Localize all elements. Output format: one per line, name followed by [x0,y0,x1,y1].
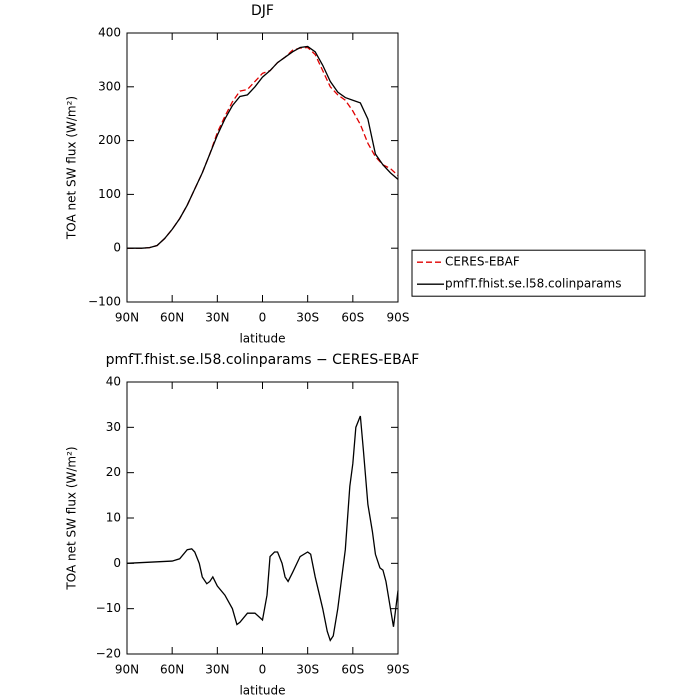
y-tick-label: 200 [98,133,121,147]
x-tick-label: 60N [160,663,184,677]
chart-title: DJF [251,3,274,19]
y-tick-label: 20 [106,465,121,479]
y-tick-label: 40 [106,375,121,389]
x-tick-label: 90N [115,663,139,677]
y-tick-label: 30 [106,420,121,434]
y-tick-label: 300 [98,79,121,93]
plot-frame [126,381,399,655]
y-tick-label: 0 [113,241,121,255]
x-axis-label: latitude [239,684,285,698]
legend-label: pmfT.fhist.se.l58.colinparams [445,277,621,291]
x-tick-label: 90N [115,311,139,325]
x-tick-label: 90S [387,663,410,677]
plot-frame [126,32,399,303]
chart-title: pmfT.fhist.se.l58.colinparams − CERES-EB… [106,352,420,368]
data-line [127,45,399,249]
y-tick-label: −20 [96,647,121,661]
x-tick-label: 60N [160,311,184,325]
legend-label: CERES-EBAF [445,255,520,269]
x-tick-label: 0 [259,311,267,325]
legend-box [411,249,646,297]
x-tick-label: 60S [341,663,364,677]
x-tick-label: 30S [296,663,319,677]
y-axis-label: TOA net SW flux (W/m²) [65,96,79,240]
y-tick-label: 0 [113,556,121,570]
y-tick-label: 10 [106,511,121,525]
x-tick-label: 30N [205,311,229,325]
y-tick-label: 100 [98,187,121,201]
x-tick-label: 0 [259,663,267,677]
y-tick-label: −10 [96,601,121,615]
y-tick-label: 400 [98,26,121,40]
x-tick-label: 90S [387,311,410,325]
x-tick-label: 30N [205,663,229,677]
y-tick-label: −100 [88,295,121,309]
data-line [127,46,399,249]
x-tick-label: 30S [296,311,319,325]
x-tick-label: 60S [341,311,364,325]
x-axis-label: latitude [239,332,285,346]
y-axis-label: TOA net SW flux (W/m²) [65,446,79,590]
data-line [126,415,399,642]
